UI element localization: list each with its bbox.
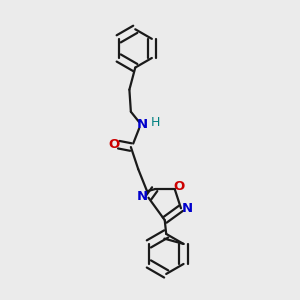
- Text: N: N: [137, 190, 148, 203]
- Text: H: H: [150, 116, 160, 129]
- Text: N: N: [181, 202, 192, 215]
- Text: O: O: [174, 180, 185, 193]
- Text: O: O: [109, 138, 120, 151]
- Text: N: N: [137, 118, 148, 131]
